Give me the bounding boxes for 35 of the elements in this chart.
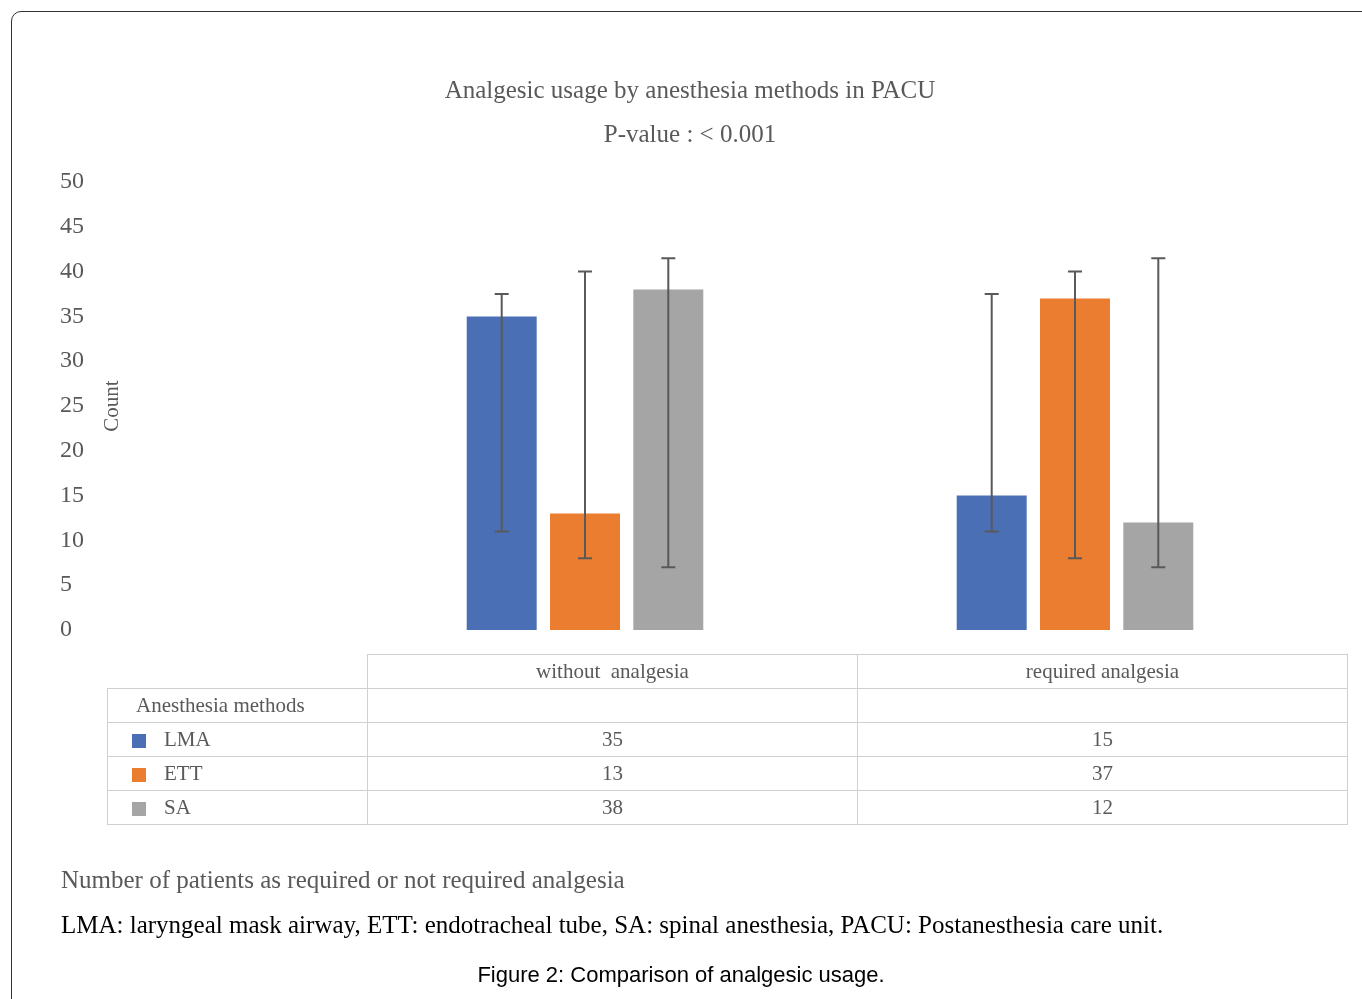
x-tick-label: required analgesia (857, 654, 1348, 689)
bar (550, 513, 620, 630)
bar (956, 495, 1027, 630)
data-label: 38 (367, 790, 858, 825)
y-tick-label: 10 (60, 525, 84, 552)
legend-label: LMA (107, 722, 368, 757)
y-tick-label: 30 (60, 346, 84, 373)
legend-label: ETT (107, 756, 368, 791)
legend-title: Anesthesia methods (107, 688, 368, 723)
y-axis-title: Count (98, 380, 123, 432)
text: Number of patients as required or not required analgesia (61, 866, 625, 894)
y-tick-label: 0 (60, 615, 72, 642)
y-tick-label: 25 (60, 391, 84, 418)
bar (633, 289, 704, 630)
data-label: 13 (367, 756, 858, 791)
y-tick-label: 50 (60, 167, 84, 194)
y-tick-label: 5 (60, 570, 72, 597)
data-label: 15 (857, 722, 1348, 757)
data-label: 35 (367, 722, 858, 757)
y-tick-label: 20 (60, 436, 84, 463)
chart-title: Analgesic usage by anesthesia methods in PACU (444, 75, 936, 103)
y-tick-label: 15 (60, 480, 84, 507)
x-tick-label: without analgesia (367, 654, 858, 689)
bar (1040, 298, 1110, 630)
caption: Figure 2: Comparison of analgesic usage. (476, 962, 886, 988)
y-tick-label: 45 (60, 212, 84, 239)
y-tick-label: 35 (60, 301, 84, 328)
legend-label: SA (107, 790, 368, 825)
text: LMA: laryngeal mask airway, ETT: endotracheal tube, SA: spinal anesthesia, PACU: Postanesthesia care unit. (61, 911, 1164, 939)
data-label: 12 (857, 790, 1348, 825)
bar (1123, 522, 1194, 630)
chart-subtitle: P-value : < 0.001 (603, 119, 777, 147)
bar (466, 316, 537, 630)
data-label: 37 (857, 756, 1348, 791)
y-tick-label: 40 (60, 256, 84, 283)
